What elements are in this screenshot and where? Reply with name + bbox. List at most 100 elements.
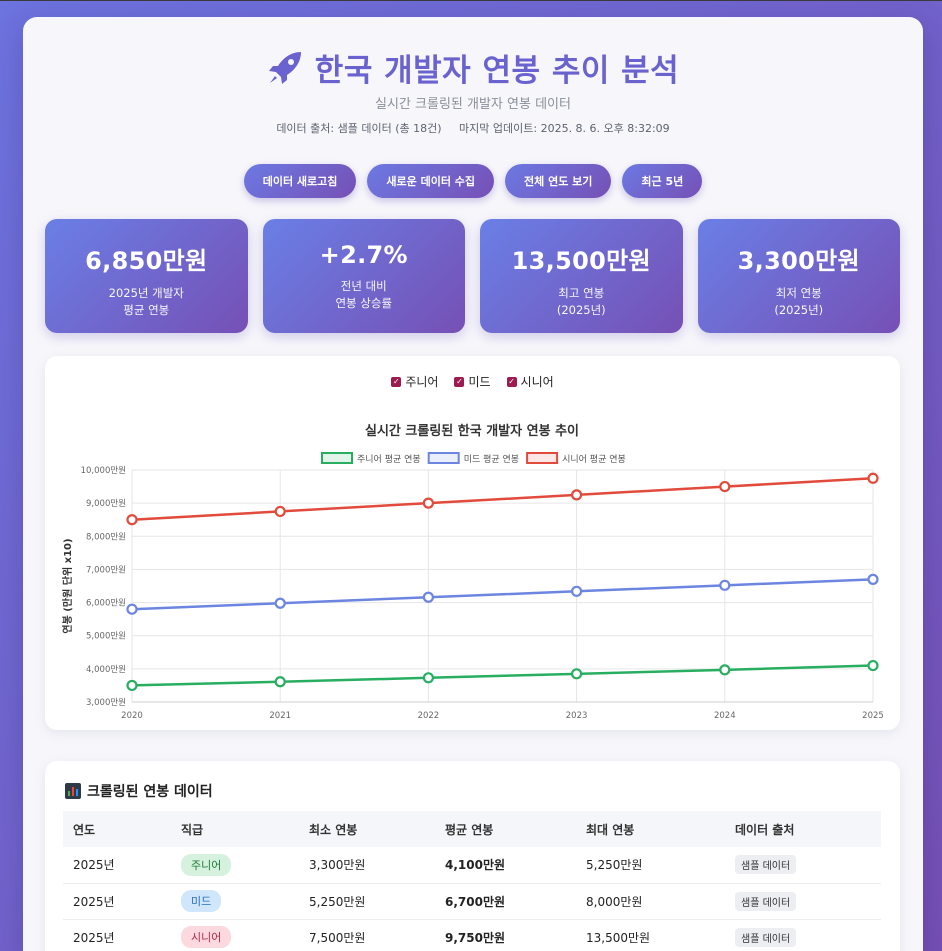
chart-card: ✓ 주니어 ✓ 미드 ✓ 시니어 실시간 크롤링된 한국 개발자 연봉 추이 주니… (45, 356, 900, 730)
legend-label: 시니어 평균 연봉 (562, 454, 626, 465)
cell-source: 샘플 데이터 (725, 847, 881, 884)
stat-label-line2: 연봉 상승률 (335, 296, 393, 310)
stat-label-line1: 전년 대비 (340, 279, 387, 293)
y-tick-label: 9,000만원 (86, 499, 126, 509)
legend-swatch (427, 452, 460, 464)
cell-source: 샘플 데이터 (725, 883, 881, 920)
data-point (867, 573, 879, 585)
cell-source: 샘플 데이터 (725, 919, 881, 951)
legend-swatch (526, 452, 559, 464)
toggle-label: 미드 (468, 375, 491, 389)
cell-year: 2025년 (63, 919, 171, 951)
source-badge: 샘플 데이터 (735, 927, 797, 947)
table-row: 2025년 미드 5,250만원 6,700만원 8,000만원 샘플 데이터 (63, 883, 881, 920)
col-level[interactable]: 직급 (171, 811, 299, 847)
last-updated-text: 마지막 업데이트: 2025. 8. 6. 오후 8:32:09 (459, 122, 670, 135)
y-tick-label: 10,000만원 (81, 466, 126, 476)
cell-avg: 4,100만원 (435, 847, 576, 884)
salary-table: 연도 직급 최소 연봉 평균 연봉 최대 연봉 데이터 출처 2025년 주니어… (63, 811, 881, 951)
cell-level: 시니어 (171, 919, 299, 951)
y-tick-label: 4,000만원 (86, 665, 126, 675)
data-point (867, 472, 879, 484)
cell-year: 2025년 (63, 847, 171, 884)
checkbox-checked-icon[interactable]: ✓ (391, 376, 402, 387)
toggle-junior[interactable]: ✓ 주니어 (391, 373, 438, 390)
toggle-mid[interactable]: ✓ 미드 (454, 373, 491, 390)
data-point (422, 591, 434, 603)
x-tick-label: 2024 (714, 711, 736, 721)
data-meta: 데이터 출처: 샘플 데이터 (총 18건) 마지막 업데이트: 2025. 8… (23, 120, 923, 136)
x-tick-label: 2022 (418, 711, 440, 721)
stat-card-average: 6,850만원 2025년 개발자 평균 연봉 (45, 219, 248, 333)
y-tick-label: 7,000만원 (86, 565, 126, 575)
window-top-border (0, 0, 942, 1)
data-point (422, 672, 434, 684)
checkbox-checked-icon[interactable]: ✓ (454, 376, 465, 387)
stat-label-line1: 2025년 개발자 (108, 286, 184, 300)
table-title-text: 크롤링된 연봉 데이터 (87, 784, 213, 800)
collect-new-data-button[interactable]: 새로운 데이터 수집 (367, 164, 495, 198)
table-row: 2025년 시니어 7,500만원 9,750만원 13,500만원 샘플 데이… (63, 919, 881, 951)
data-source-text: 데이터 출처: 샘플 데이터 (총 18건) (276, 122, 442, 135)
cell-avg: 6,700만원 (435, 883, 576, 920)
data-point (719, 480, 731, 493)
toggle-label: 주니어 (405, 375, 439, 389)
toggle-senior[interactable]: ✓ 시니어 (506, 373, 554, 390)
data-point (274, 676, 286, 688)
level-toggles: ✓ 주니어 ✓ 미드 ✓ 시니어 (45, 373, 900, 390)
table-row: 2025년 주니어 3,300만원 4,100만원 5,250만원 샘플 데이터 (63, 847, 881, 884)
data-point (422, 497, 434, 509)
page-subtitle: 실시간 크롤링된 개발자 연봉 데이터 (375, 97, 571, 112)
table-header-row: 연도 직급 최소 연봉 평균 연봉 최대 연봉 데이터 출처 (63, 811, 881, 847)
all-years-button[interactable]: 전체 연도 보기 (505, 164, 612, 198)
series-line (131, 664, 874, 687)
stat-label: 최고 연봉 (2025년) (480, 285, 683, 319)
data-point (274, 505, 286, 518)
stat-label-line2: 평균 연봉 (123, 303, 170, 317)
checkbox-checked-icon[interactable]: ✓ (506, 376, 517, 387)
stat-label-line1: 최고 연봉 (558, 286, 605, 300)
legend-label: 미드 평균 연봉 (464, 454, 519, 465)
data-point (274, 597, 286, 609)
toggle-label: 시니어 (520, 375, 554, 389)
stat-label-line1: 최저 연봉 (775, 286, 822, 300)
col-min[interactable]: 최소 연봉 (299, 811, 435, 847)
col-year[interactable]: 연도 (63, 811, 171, 847)
series-line (131, 477, 874, 521)
cell-max: 13,500만원 (576, 919, 725, 951)
cell-min: 3,300만원 (299, 847, 435, 884)
refresh-data-button[interactable]: 데이터 새로고침 (243, 164, 357, 198)
cell-max: 5,250만원 (576, 847, 725, 884)
table-card: 크롤링된 연봉 데이터 연도 직급 최소 연봉 평균 연봉 최대 연봉 데이터 … (45, 761, 900, 951)
level-badge: 미드 (181, 890, 222, 912)
series-line (131, 578, 874, 611)
main-container: 한국 개발자 연봉 추이 분석 실시간 크롤링된 개발자 연봉 데이터 데이터 … (23, 17, 923, 951)
stat-label-line2: (2025년) (774, 303, 824, 317)
data-point (126, 514, 138, 526)
data-point (126, 679, 138, 692)
chart-title: 실시간 크롤링된 한국 개발자 연봉 추이 (365, 423, 579, 439)
col-avg[interactable]: 평균 연봉 (435, 811, 576, 847)
x-tick-label: 2023 (566, 711, 588, 721)
y-tick-label: 6,000만원 (86, 599, 126, 609)
x-tick-label: 2020 (121, 711, 143, 721)
data-point (719, 664, 731, 676)
col-max[interactable]: 최대 연봉 (576, 811, 725, 847)
page-title: 한국 개발자 연봉 추이 분석 (23, 45, 923, 90)
x-tick-label: 2025 (862, 711, 884, 721)
recent-5-years-button[interactable]: 최근 5년 (622, 164, 703, 198)
cell-level: 주니어 (171, 847, 299, 884)
stat-value: +2.7% (319, 241, 408, 269)
stats-cards: 6,850만원 2025년 개발자 평균 연봉 +2.7% 전년 대비 연봉 상… (45, 219, 900, 333)
level-badge: 시니어 (181, 926, 232, 948)
cell-max: 8,000만원 (576, 883, 725, 920)
rocket-icon (268, 51, 301, 84)
bar-chart-icon (65, 783, 81, 799)
source-badge: 샘플 데이터 (735, 891, 797, 911)
data-point (570, 489, 583, 501)
cell-min: 5,250만원 (299, 883, 435, 920)
stat-label-line2: (2025년) (556, 303, 606, 317)
col-source[interactable]: 데이터 출처 (725, 811, 881, 847)
data-point (570, 668, 583, 680)
